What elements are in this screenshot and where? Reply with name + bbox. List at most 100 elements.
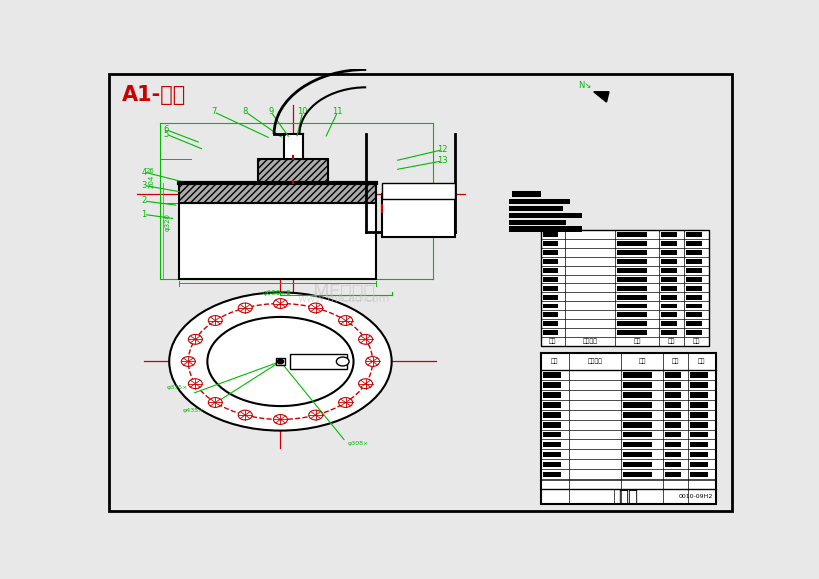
- Circle shape: [365, 357, 379, 367]
- Bar: [622, 393, 651, 398]
- Bar: [542, 259, 557, 264]
- Bar: [685, 241, 701, 246]
- Bar: [542, 268, 557, 273]
- Bar: [542, 250, 557, 255]
- Bar: [660, 259, 676, 264]
- Bar: [542, 277, 557, 282]
- Text: 12: 12: [437, 145, 447, 154]
- Bar: [512, 191, 541, 196]
- Bar: [664, 372, 680, 378]
- Circle shape: [208, 398, 222, 408]
- Text: 0010-09H2: 0010-09H2: [677, 494, 712, 499]
- Circle shape: [208, 316, 222, 325]
- Bar: [283, 134, 302, 159]
- Bar: [622, 412, 651, 417]
- Bar: [664, 393, 680, 398]
- Bar: [622, 472, 651, 477]
- Text: 人孔: 人孔: [618, 488, 638, 505]
- Text: φ320: φ320: [165, 213, 170, 231]
- Bar: [685, 330, 701, 335]
- Bar: [660, 232, 676, 237]
- Text: 标准图号: 标准图号: [587, 358, 602, 364]
- Bar: [622, 422, 651, 427]
- Bar: [664, 422, 680, 427]
- Bar: [664, 472, 680, 477]
- Text: 5: 5: [163, 130, 169, 138]
- Bar: [689, 422, 707, 427]
- Circle shape: [181, 357, 195, 367]
- Text: 标准图号: 标准图号: [581, 339, 596, 345]
- Text: φ308×: φ308×: [346, 441, 368, 446]
- Circle shape: [338, 398, 352, 408]
- Bar: [685, 232, 701, 237]
- Bar: [689, 461, 707, 467]
- Bar: [542, 313, 557, 317]
- Bar: [685, 277, 701, 282]
- Bar: [616, 295, 646, 299]
- Text: N↘: N↘: [577, 80, 591, 90]
- Bar: [664, 412, 680, 417]
- Bar: [616, 321, 646, 327]
- Text: 名称: 名称: [638, 358, 645, 364]
- Text: MF沐风网: MF沐风网: [312, 283, 375, 302]
- Bar: [542, 382, 560, 388]
- Bar: [542, 232, 557, 237]
- Bar: [509, 226, 581, 232]
- Circle shape: [358, 379, 372, 389]
- Bar: [616, 250, 646, 255]
- Circle shape: [308, 410, 323, 420]
- Text: 6: 6: [163, 125, 169, 134]
- Circle shape: [338, 316, 352, 325]
- Bar: [685, 250, 701, 255]
- Bar: [664, 461, 680, 467]
- Bar: [542, 393, 560, 398]
- Bar: [616, 259, 646, 264]
- Bar: [622, 402, 651, 408]
- Text: 3: 3: [141, 181, 147, 190]
- Text: 13: 13: [437, 156, 447, 166]
- Polygon shape: [593, 92, 609, 102]
- Bar: [660, 330, 676, 335]
- Bar: [542, 241, 557, 246]
- Bar: [660, 268, 676, 273]
- Circle shape: [308, 303, 323, 313]
- Text: www.mfcad.com: www.mfcad.com: [297, 294, 390, 304]
- Bar: [542, 402, 560, 408]
- Bar: [382, 195, 455, 237]
- Text: φ435×: φ435×: [183, 408, 204, 413]
- Text: 14: 14: [437, 208, 447, 217]
- Bar: [689, 372, 707, 378]
- Bar: [616, 241, 646, 246]
- Bar: [660, 303, 676, 309]
- Text: 4: 4: [141, 167, 147, 177]
- Bar: [685, 259, 701, 264]
- Bar: [541, 353, 715, 504]
- Bar: [616, 232, 646, 237]
- Bar: [685, 321, 701, 327]
- Bar: [542, 432, 560, 438]
- Text: 件号: 件号: [549, 339, 556, 345]
- Bar: [542, 442, 560, 448]
- Bar: [616, 330, 646, 335]
- Bar: [509, 212, 581, 218]
- Bar: [616, 285, 646, 291]
- Bar: [616, 313, 646, 317]
- Bar: [664, 442, 680, 448]
- Circle shape: [358, 335, 372, 345]
- Bar: [622, 442, 651, 448]
- Bar: [542, 472, 560, 477]
- Bar: [660, 241, 676, 246]
- Bar: [685, 268, 701, 273]
- Bar: [689, 472, 707, 477]
- Bar: [542, 321, 557, 327]
- Bar: [689, 393, 707, 398]
- Bar: [660, 285, 676, 291]
- Ellipse shape: [169, 292, 391, 431]
- Bar: [542, 422, 560, 427]
- Bar: [622, 452, 651, 457]
- Bar: [685, 313, 701, 317]
- Bar: [622, 461, 651, 467]
- Bar: [542, 461, 560, 467]
- Bar: [382, 183, 455, 199]
- Bar: [509, 199, 569, 204]
